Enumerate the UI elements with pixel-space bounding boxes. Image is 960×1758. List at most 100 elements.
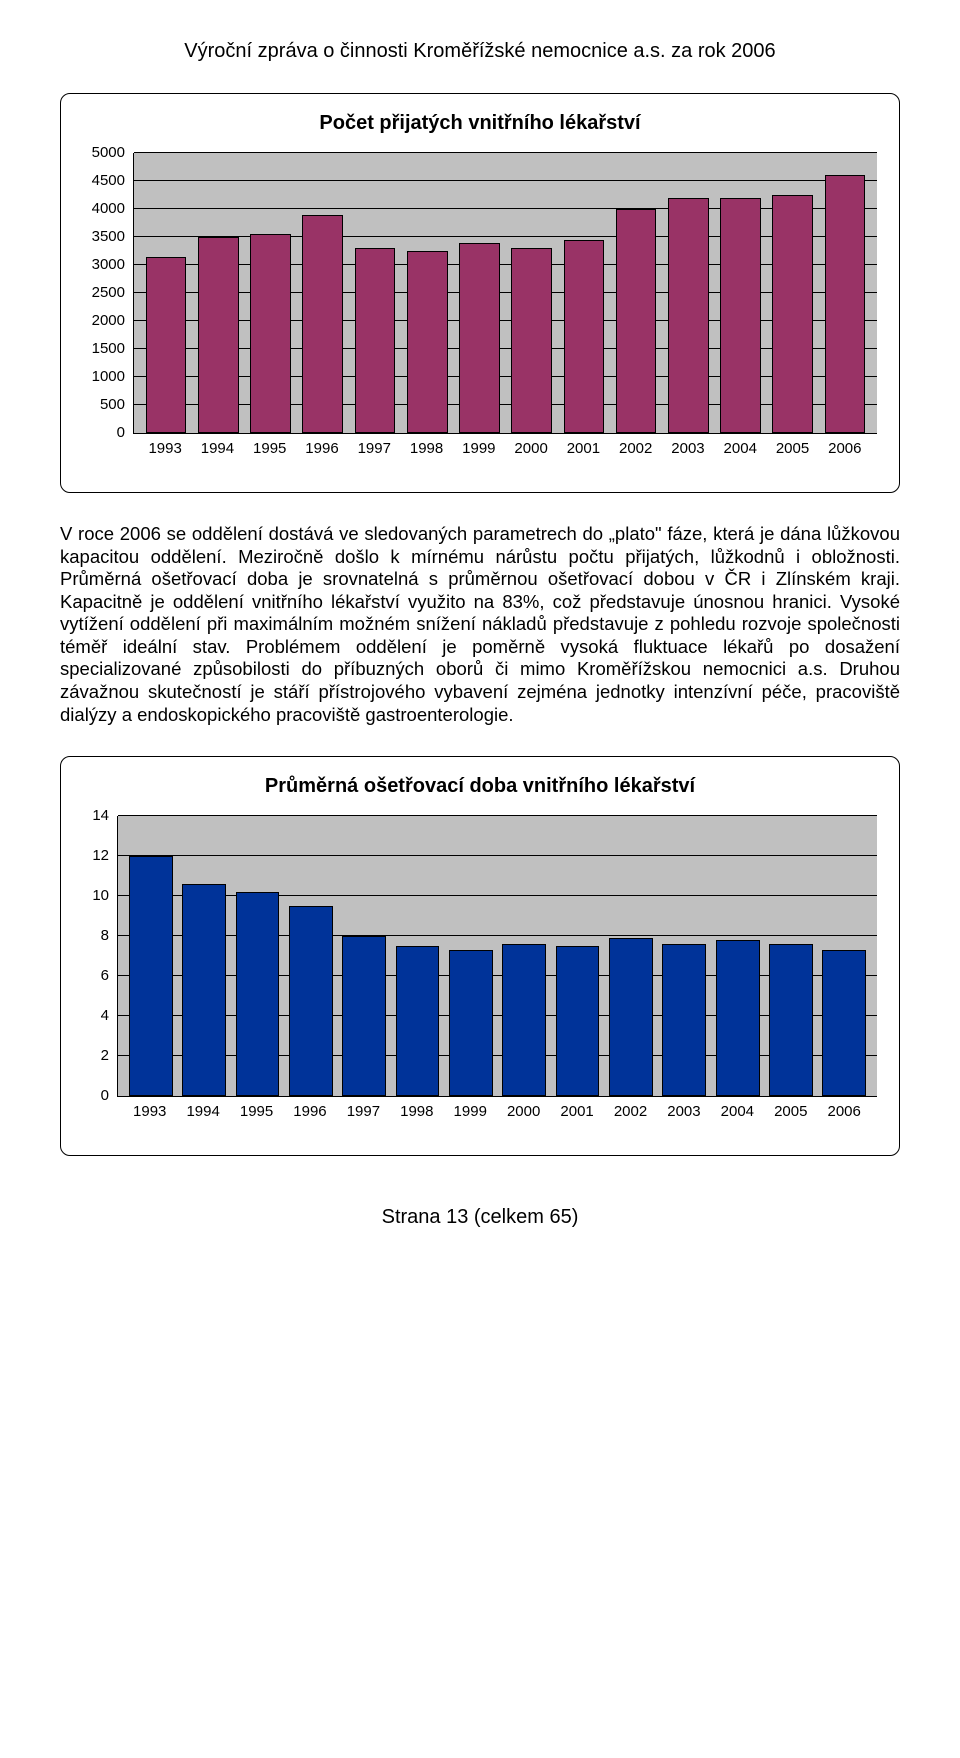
chart2-bar (769, 944, 813, 1096)
chart2-x-label: 2006 (817, 1097, 870, 1120)
chart2-bar-slot (444, 816, 497, 1096)
chart2-bar-slot (337, 816, 390, 1096)
chart1-bar (511, 248, 552, 433)
chart2-bar-slot (177, 816, 230, 1096)
chart2-bar-slot (711, 816, 764, 1096)
chart2-bar (609, 938, 653, 1096)
chart2-y-axis: 14121086420 (83, 816, 117, 1096)
chart2-bar (662, 944, 706, 1096)
chart2-bar-slot (231, 816, 284, 1096)
chart1-x-label: 1994 (191, 434, 243, 457)
chart1-bar-slot (192, 153, 244, 433)
chart1-x-label: 2001 (557, 434, 609, 457)
chart1-bar (355, 248, 396, 433)
chart1-x-label: 1998 (400, 434, 452, 457)
chart1-bar-slot (349, 153, 401, 433)
chart1-bar-slot (297, 153, 349, 433)
chart2-bar-slot (818, 816, 871, 1096)
chart2-x-label: 2001 (550, 1097, 603, 1120)
chart2-bar (502, 944, 546, 1096)
chart1-bar-slot (140, 153, 192, 433)
chart-2-area: 1412108642019931994199519961997199819992… (83, 816, 877, 1120)
chart1-x-label: 1995 (244, 434, 296, 457)
chart2-bar-slot (551, 816, 604, 1096)
chart2-bar (342, 936, 386, 1096)
chart1-x-label: 2005 (766, 434, 818, 457)
chart1-bar-slot (244, 153, 296, 433)
chart1-x-label: 2002 (610, 434, 662, 457)
chart2-bar (236, 892, 280, 1096)
chart1-x-label: 1997 (348, 434, 400, 457)
chart1-bar (825, 175, 866, 433)
chart2-x-label: 2000 (497, 1097, 550, 1120)
chart1-bars (134, 153, 877, 433)
chart1-bar-slot (767, 153, 819, 433)
chart1-x-spacer (89, 434, 139, 457)
chart2-plot (117, 816, 877, 1097)
chart2-x-label: 1997 (337, 1097, 390, 1120)
chart2-bar-slot (284, 816, 337, 1096)
chart2-bar (129, 856, 173, 1096)
chart2-x-label: 2002 (604, 1097, 657, 1120)
chart1-x-label: 2000 (505, 434, 557, 457)
chart1-x-label: 1996 (296, 434, 348, 457)
chart2-bars (118, 816, 877, 1096)
body-paragraph: V roce 2006 se oddělení dostává ve sledo… (60, 523, 900, 726)
chart2-bar-slot (604, 816, 657, 1096)
chart2-x-label: 1995 (230, 1097, 283, 1120)
chart1-bar (772, 195, 813, 433)
chart1-plot-row: 5000450040003500300025002000150010005000 (83, 153, 877, 434)
chart1-bar (198, 237, 239, 433)
chart1-bar-slot (610, 153, 662, 433)
chart2-x-label: 2003 (657, 1097, 710, 1120)
chart1-bar (564, 240, 605, 433)
chart2-x-label: 1998 (390, 1097, 443, 1120)
chart2-x-label: 2005 (764, 1097, 817, 1120)
chart1-bar-slot (662, 153, 714, 433)
chart2-bar (822, 950, 866, 1096)
chart1-plot (133, 153, 877, 434)
chart2-x-label: 1996 (283, 1097, 336, 1120)
chart2-bar-slot (764, 816, 817, 1096)
chart2-bar (556, 946, 600, 1096)
chart1-bar-slot (506, 153, 558, 433)
chart-1-title: Počet přijatých vnitřního lékařství (83, 112, 877, 135)
chart1-x-label: 2006 (819, 434, 871, 457)
chart2-x-labels: 1993199419951996199719981999200020012002… (83, 1097, 877, 1120)
chart1-bar (459, 243, 500, 433)
chart2-bar (716, 940, 760, 1096)
chart1-bar-slot (714, 153, 766, 433)
chart-1-area: 5000450040003500300025002000150010005000… (83, 153, 877, 457)
chart2-x-label: 1999 (444, 1097, 497, 1120)
chart1-bar-slot (819, 153, 871, 433)
chart2-bar (449, 950, 493, 1096)
chart2-bar-slot (391, 816, 444, 1096)
chart1-x-labels: 1993199419951996199719981999200020012002… (83, 434, 877, 457)
page: Výroční zpráva o činnosti Kroměřížské ne… (0, 0, 960, 1289)
chart2-bar (289, 906, 333, 1096)
chart-2-frame: Průměrná ošetřovací doba vnitřního lékař… (60, 756, 900, 1156)
chart1-bar-slot (453, 153, 505, 433)
chart1-bar (302, 215, 343, 433)
chart2-x-label: 1993 (123, 1097, 176, 1120)
page-footer: Strana 13 (celkem 65) (60, 1206, 900, 1229)
chart2-bar (396, 946, 440, 1096)
chart1-bar (616, 209, 657, 433)
chart2-plot-row: 14121086420 (83, 816, 877, 1097)
chart1-bar-slot (401, 153, 453, 433)
chart1-x-label: 1999 (453, 434, 505, 457)
chart1-bar (407, 251, 448, 433)
chart1-x-label: 2004 (714, 434, 766, 457)
chart1-bar-slot (558, 153, 610, 433)
chart1-bar (720, 198, 761, 433)
chart-1-frame: Počet přijatých vnitřního lékařství 5000… (60, 93, 900, 493)
chart2-bar-slot (498, 816, 551, 1096)
chart1-bar (668, 198, 709, 433)
page-header: Výroční zpráva o činnosti Kroměřížské ne… (60, 40, 900, 63)
chart2-bar (182, 884, 226, 1096)
chart2-x-label: 2004 (711, 1097, 764, 1120)
chart1-y-axis: 5000450040003500300025002000150010005000 (83, 153, 133, 433)
chart1-x-label: 1993 (139, 434, 191, 457)
chart2-bar-slot (658, 816, 711, 1096)
chart-2-title: Průměrná ošetřovací doba vnitřního lékař… (83, 775, 877, 798)
